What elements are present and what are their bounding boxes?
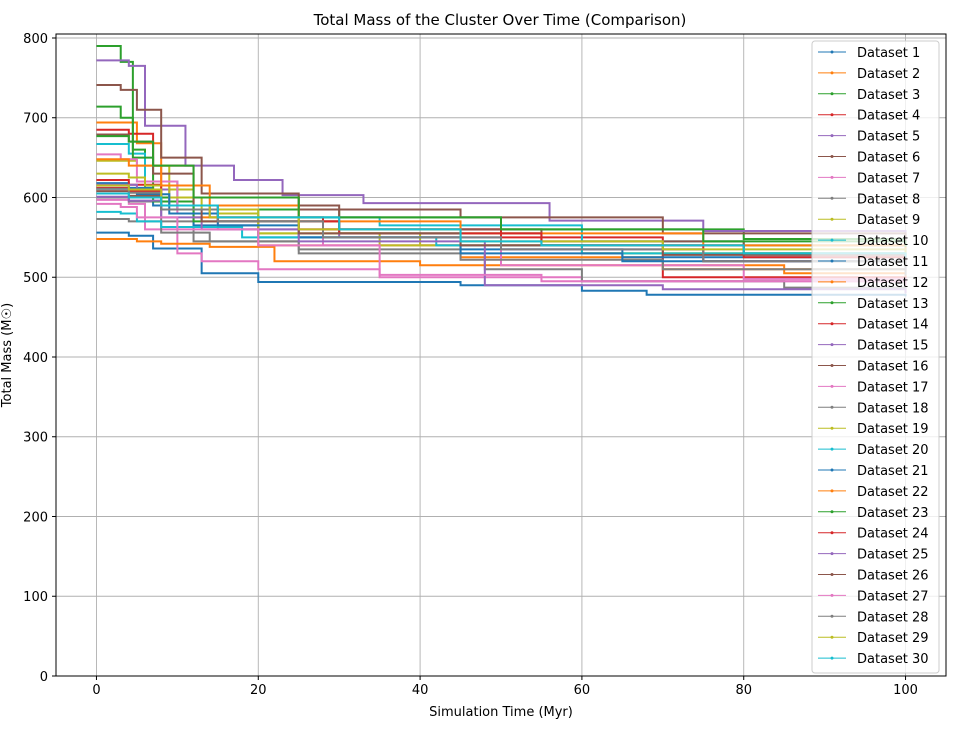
legend-label: Dataset 18: [857, 401, 929, 416]
legend-label: Dataset 17: [857, 380, 929, 395]
plot-frame: [55, 33, 947, 677]
y-tick-label: 200: [23, 510, 48, 525]
legend-label: Dataset 22: [857, 485, 929, 500]
legend-swatch-marker: [830, 92, 834, 96]
legend-swatch-marker: [830, 405, 834, 409]
legend-label: Dataset 21: [857, 464, 929, 479]
legend-swatch-marker: [830, 196, 834, 200]
y-tick-label: 500: [23, 271, 48, 286]
legend-label: Dataset 2: [857, 67, 920, 82]
y-tick-label: 300: [23, 431, 48, 446]
x-tick-label: 60: [574, 683, 591, 698]
legend-swatch-marker: [830, 71, 834, 75]
legend-label: Dataset 23: [857, 506, 929, 521]
legend-label: Dataset 13: [857, 297, 929, 312]
y-tick-label: 800: [23, 32, 48, 47]
x-tick-label: 20: [250, 683, 267, 698]
legend-swatch-marker: [830, 50, 834, 54]
legend-label: Dataset 1: [857, 46, 920, 61]
legend-label: Dataset 7: [857, 171, 920, 186]
legend-label: Dataset 5: [857, 130, 920, 145]
legend-swatch-marker: [830, 531, 834, 535]
series-line-20: [96, 210, 907, 258]
legend-swatch-marker: [830, 468, 834, 472]
y-tick-label: 400: [23, 351, 48, 366]
legend-box: [811, 40, 940, 674]
series-line-6: [96, 84, 907, 246]
legend-swatch-marker: [830, 113, 834, 117]
x-axis-label: Simulation Time (Myr): [429, 705, 573, 720]
legend-swatch-marker: [830, 322, 834, 326]
series-line-30: [96, 192, 907, 258]
legend-swatch-marker: [830, 510, 834, 514]
axis-ticks: 0 20 40 60 80 100 0 100 200 300 400 500 600 700 800: [23, 32, 918, 698]
y-tick-label: 0: [40, 670, 48, 685]
y-tick-label: 100: [23, 590, 48, 605]
legend-swatch-marker: [830, 573, 834, 576]
legend-swatch-marker: [830, 384, 834, 388]
legend-label: Dataset 6: [857, 151, 920, 166]
legend-swatch-marker: [830, 635, 834, 639]
x-tick-label: 100: [893, 683, 918, 698]
legend-swatch-marker: [830, 364, 834, 367]
series-layer: [96, 44, 907, 297]
legend-swatch-marker: [830, 343, 834, 347]
legend-swatch-marker: [830, 426, 834, 430]
legend-label: Dataset 28: [857, 610, 929, 625]
legend-swatch-marker: [830, 489, 834, 493]
legend-swatch-marker: [830, 217, 834, 221]
legend-swatch-marker: [830, 134, 834, 138]
legend-label: Dataset 15: [857, 339, 929, 354]
legend-swatch-marker: [830, 175, 834, 179]
series-line-23: [96, 135, 907, 247]
legend-swatch-marker: [830, 447, 834, 451]
legend-label: Dataset 27: [857, 589, 929, 604]
legend-label: Dataset 26: [857, 569, 929, 584]
legend-swatch-marker: [830, 238, 834, 242]
legend-label: Dataset 24: [857, 527, 929, 542]
legend-label: Dataset 10: [857, 234, 929, 249]
series-line-5: [96, 59, 907, 250]
legend-swatch-marker: [830, 656, 834, 660]
legend-label: Dataset 12: [857, 276, 929, 291]
legend-label: Dataset 14: [857, 318, 929, 333]
legend-label: Dataset 11: [857, 255, 929, 270]
legend-label: Dataset 19: [857, 422, 929, 437]
legend-swatch-marker: [830, 614, 834, 618]
legend-label: Dataset 3: [857, 88, 920, 103]
legend-swatch-marker: [830, 301, 834, 305]
legend-swatch-marker: [830, 155, 834, 158]
legend-label: Dataset 29: [857, 631, 929, 646]
x-tick-label: 40: [412, 683, 429, 698]
series-line-27: [96, 202, 907, 286]
chart-title: Total Mass of the Cluster Over Time (Com…: [313, 11, 687, 29]
legend-swatch-marker: [830, 552, 834, 556]
legend-label: Dataset 8: [857, 192, 920, 207]
legend-label: Dataset 4: [857, 109, 920, 124]
legend-label: Dataset 9: [857, 213, 920, 228]
y-tick-label: 600: [23, 191, 48, 206]
legend-label: Dataset 30: [857, 652, 929, 667]
legend-swatch-marker: [830, 280, 834, 284]
x-tick-label: 0: [92, 683, 100, 698]
legend-swatch-marker: [830, 593, 834, 597]
chart-legend: Dataset 1 Dataset 2 Dataset 3 Dataset 4 Data…: [811, 40, 940, 674]
x-tick-label: 80: [735, 683, 752, 698]
legend-swatch-marker: [830, 259, 834, 263]
legend-label: Dataset 25: [857, 548, 929, 563]
series-line-28: [96, 187, 907, 268]
legend-label: Dataset 16: [857, 360, 929, 375]
y-tick-label: 700: [23, 112, 48, 127]
y-axis-label: Total Mass (M☉): [0, 303, 15, 408]
series-line-1: [96, 231, 907, 297]
legend-label: Dataset 20: [857, 443, 929, 458]
